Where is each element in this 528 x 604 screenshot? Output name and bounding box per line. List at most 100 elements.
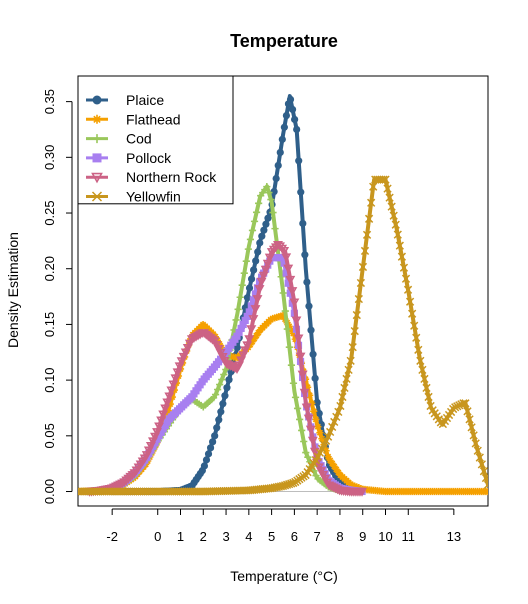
series-point-cod [214,385,222,394]
series-point-northern-rock [164,392,175,402]
series-point-yellowfin [289,478,298,488]
series-point-plaice [264,214,272,222]
y-tick-label: 0.10 [42,367,57,392]
series-point-cod [252,208,261,216]
series-point-northern-rock [281,253,292,263]
series-point-northern-rock [168,380,179,390]
legend: Plaice Flathead Cod Pollock Northern Rock Yel… [77,75,234,205]
series-point-northern-rock [289,298,300,308]
series-point-northern-rock [143,446,154,456]
series-point-yellowfin [479,467,488,476]
series-point-pollock [237,324,245,333]
x-axis-label: Temperature (°C) [230,568,338,584]
x-tick-label: 7 [314,529,321,544]
series-point-yellowfin [326,427,335,437]
series-point-flathead [318,435,326,443]
series-point-cod [283,325,291,333]
series-point-yellowfin [481,473,488,483]
series-point-plaice [202,456,211,464]
series-point-flathead [252,332,260,340]
series-point-yellowfin [399,263,409,272]
series-point-cod [296,415,304,424]
series-point-cod [238,281,246,289]
series-point-cod [269,208,277,217]
series-point-plaice [204,450,213,458]
x-tick-label: 4 [245,529,252,544]
series-point-yellowfin [369,182,378,191]
series-point-cod [211,391,220,399]
series-point-northern-rock [357,487,367,497]
series-point-plaice [209,438,217,446]
series-point-flathead [328,459,336,468]
series-point-northern-rock [162,398,173,408]
x-tick-label: -2 [106,529,118,544]
series-point-yellowfin [315,448,325,457]
y-tick-label: 0.00 [42,479,57,504]
series-point-northern-rock [242,341,253,351]
series-point-flathead [285,322,293,330]
legend-label: Northern Rock [126,169,217,185]
series-point-pollock [280,259,288,267]
x-tick-label: 9 [359,529,366,544]
chart-title: Temperature [230,31,338,51]
series-point-northern-rock [258,271,269,281]
series-point-flathead [314,423,322,431]
series-point-yellowfin [465,415,474,424]
series-point-flathead [322,447,330,455]
series-point-yellowfin [336,401,345,411]
series-point-plaice [262,220,270,228]
series-point-northern-rock [141,451,152,461]
series-point-northern-rock [295,352,306,362]
series-point-plaice [286,95,295,103]
series-point-cod [279,289,287,297]
series-point-northern-rock [156,416,167,426]
series-point-cod [218,375,226,384]
series-point-yellowfin [381,175,390,184]
series-point-northern-rock [229,364,240,374]
series-point-northern-rock [307,436,318,446]
series-point-flathead [304,383,312,391]
series-point-cod [248,226,257,234]
series-point-plaice [270,187,278,196]
series-point-cod [220,370,228,379]
series-point-yellowfin [391,220,400,229]
series-point-plaice [305,302,313,310]
series-point-yellowfin [389,211,398,220]
series-point-plaice [301,251,309,259]
y-tick-label: 0.25 [42,200,57,225]
series-point-plaice [200,462,209,470]
series-point-yellowfin [367,198,376,207]
series-point-cod [244,245,252,253]
x-tick-label: 3 [222,529,229,544]
series-point-northern-rock [115,480,126,490]
series-point-northern-rock [262,259,273,269]
series-point-yellowfin [338,392,347,402]
series-point-yellowfin [422,383,431,393]
series-point-yellowfin [416,356,425,365]
legend-marker [92,114,102,124]
series-point-yellowfin [463,407,472,416]
series-point-flathead [279,311,287,320]
series-point-flathead [332,465,340,474]
series-point-pollock [243,312,251,320]
series-point-yellowfin [477,460,486,469]
series-point-cod [287,361,296,369]
series-point-yellowfin [412,333,421,342]
series-point-northern-rock [250,305,261,315]
series-point-plaice [291,115,299,124]
series-point-yellowfin [330,417,339,427]
series-point-plaice [309,350,317,358]
series-point-yellowfin [379,175,388,184]
x-tick-label: 6 [291,529,298,544]
series-point-yellowfin [383,184,392,193]
series-point-yellowfin [405,297,415,306]
series-point-plaice [254,248,262,256]
series-point-northern-rock [285,275,296,285]
series-point-yellowfin [424,392,433,402]
series-point-yellowfin [385,193,394,202]
series-point-yellowfin [344,365,353,375]
series-point-pollock [249,296,257,304]
series-point-cod [263,183,271,191]
series-point-plaice [260,226,268,234]
series-point-yellowfin [403,285,413,294]
